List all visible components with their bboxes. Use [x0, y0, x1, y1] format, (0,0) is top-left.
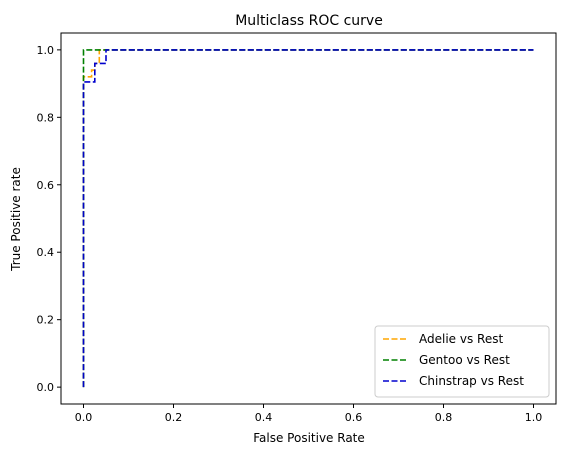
y-tick-label: 0.6 [37, 179, 55, 192]
plot-frame [60, 32, 557, 405]
plot-layer [82, 49, 534, 388]
x-tick-label: 0.4 [255, 411, 273, 424]
y-axis-label: True Positive rate [9, 167, 23, 272]
y-tick-label: 0.8 [37, 111, 55, 124]
x-tick-label: 1.0 [525, 411, 543, 424]
legend: Adelie vs Rest Gentoo vs Rest Chinstrap vs… [374, 325, 550, 398]
y-tick-label: 0.4 [37, 246, 55, 259]
legend-label-1: Adelie vs Rest [419, 332, 503, 346]
y-tick-label: 1.0 [37, 44, 55, 57]
legend-box [374, 325, 550, 398]
chart-title: Multiclass ROC curve [235, 13, 383, 29]
legend-label-3: Chinstrap vs Rest [419, 374, 524, 388]
series-line-3 [82, 49, 534, 388]
y-tick-label: 0.0 [37, 381, 55, 394]
legend-label-2: Gentoo vs Rest [419, 353, 510, 367]
x-axis-label: False Positive Rate [253, 431, 365, 445]
x-tick-label: 0.6 [345, 411, 363, 424]
x-tick-label: 0.0 [75, 411, 93, 424]
x-tick-label: 0.8 [435, 411, 453, 424]
x-tick-label: 0.2 [165, 411, 183, 424]
tick-layer: 0.0 0.2 0.4 0.6 0.8 1.0 0.0 0.2 0.4 0.6 0.8 1.0 [37, 44, 543, 424]
y-tick-label: 0.2 [37, 314, 55, 327]
